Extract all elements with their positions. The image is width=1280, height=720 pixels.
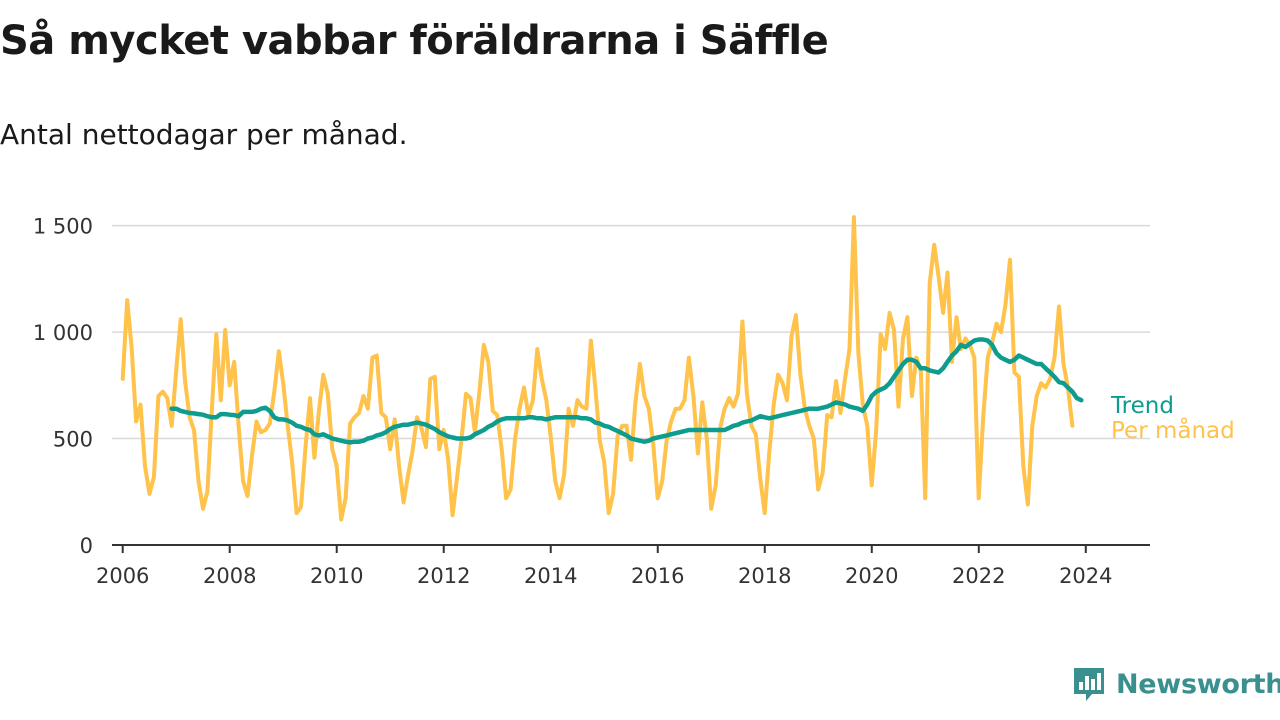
- chart-title: Så mycket vabbar föräldrarna i Säffle: [0, 18, 829, 64]
- x-tick-label: 2014: [524, 564, 577, 588]
- newsworthy-logo-icon: [1074, 668, 1104, 701]
- x-tick-label: 2016: [631, 564, 684, 588]
- chart-subtitle: Antal nettodagar per månad.: [0, 118, 408, 151]
- y-tick-label: 1 000: [33, 321, 93, 345]
- trend-label: Trend: [1110, 393, 1174, 419]
- y-tick-label: 500: [53, 428, 93, 452]
- axes: 0 500 1 000 1 500 2006 2008 2010 2012 2014 2016 20…: [33, 215, 1150, 588]
- x-tick-label: 2018: [738, 564, 791, 588]
- x-tick-label: 2008: [203, 564, 256, 588]
- trend-line: [169, 337, 1084, 445]
- x-tick-label: 2010: [310, 564, 363, 588]
- monthly-line: [120, 215, 1075, 522]
- y-tick-label: 1 500: [33, 215, 93, 239]
- x-tick-label: 2006: [96, 564, 149, 588]
- series-lines: [120, 215, 1084, 522]
- x-tick-label: 2020: [845, 564, 898, 588]
- brand-name: Newsworthy: [1116, 668, 1280, 700]
- brand-logo: Newsworthy: [1072, 664, 1280, 704]
- y-tick-label: 0: [80, 534, 93, 558]
- x-tick-label: 2022: [952, 564, 1005, 588]
- monthly-label: Per månad: [1111, 416, 1235, 444]
- x-tick-label: 2024: [1059, 564, 1112, 588]
- x-tick-label: 2012: [417, 564, 470, 588]
